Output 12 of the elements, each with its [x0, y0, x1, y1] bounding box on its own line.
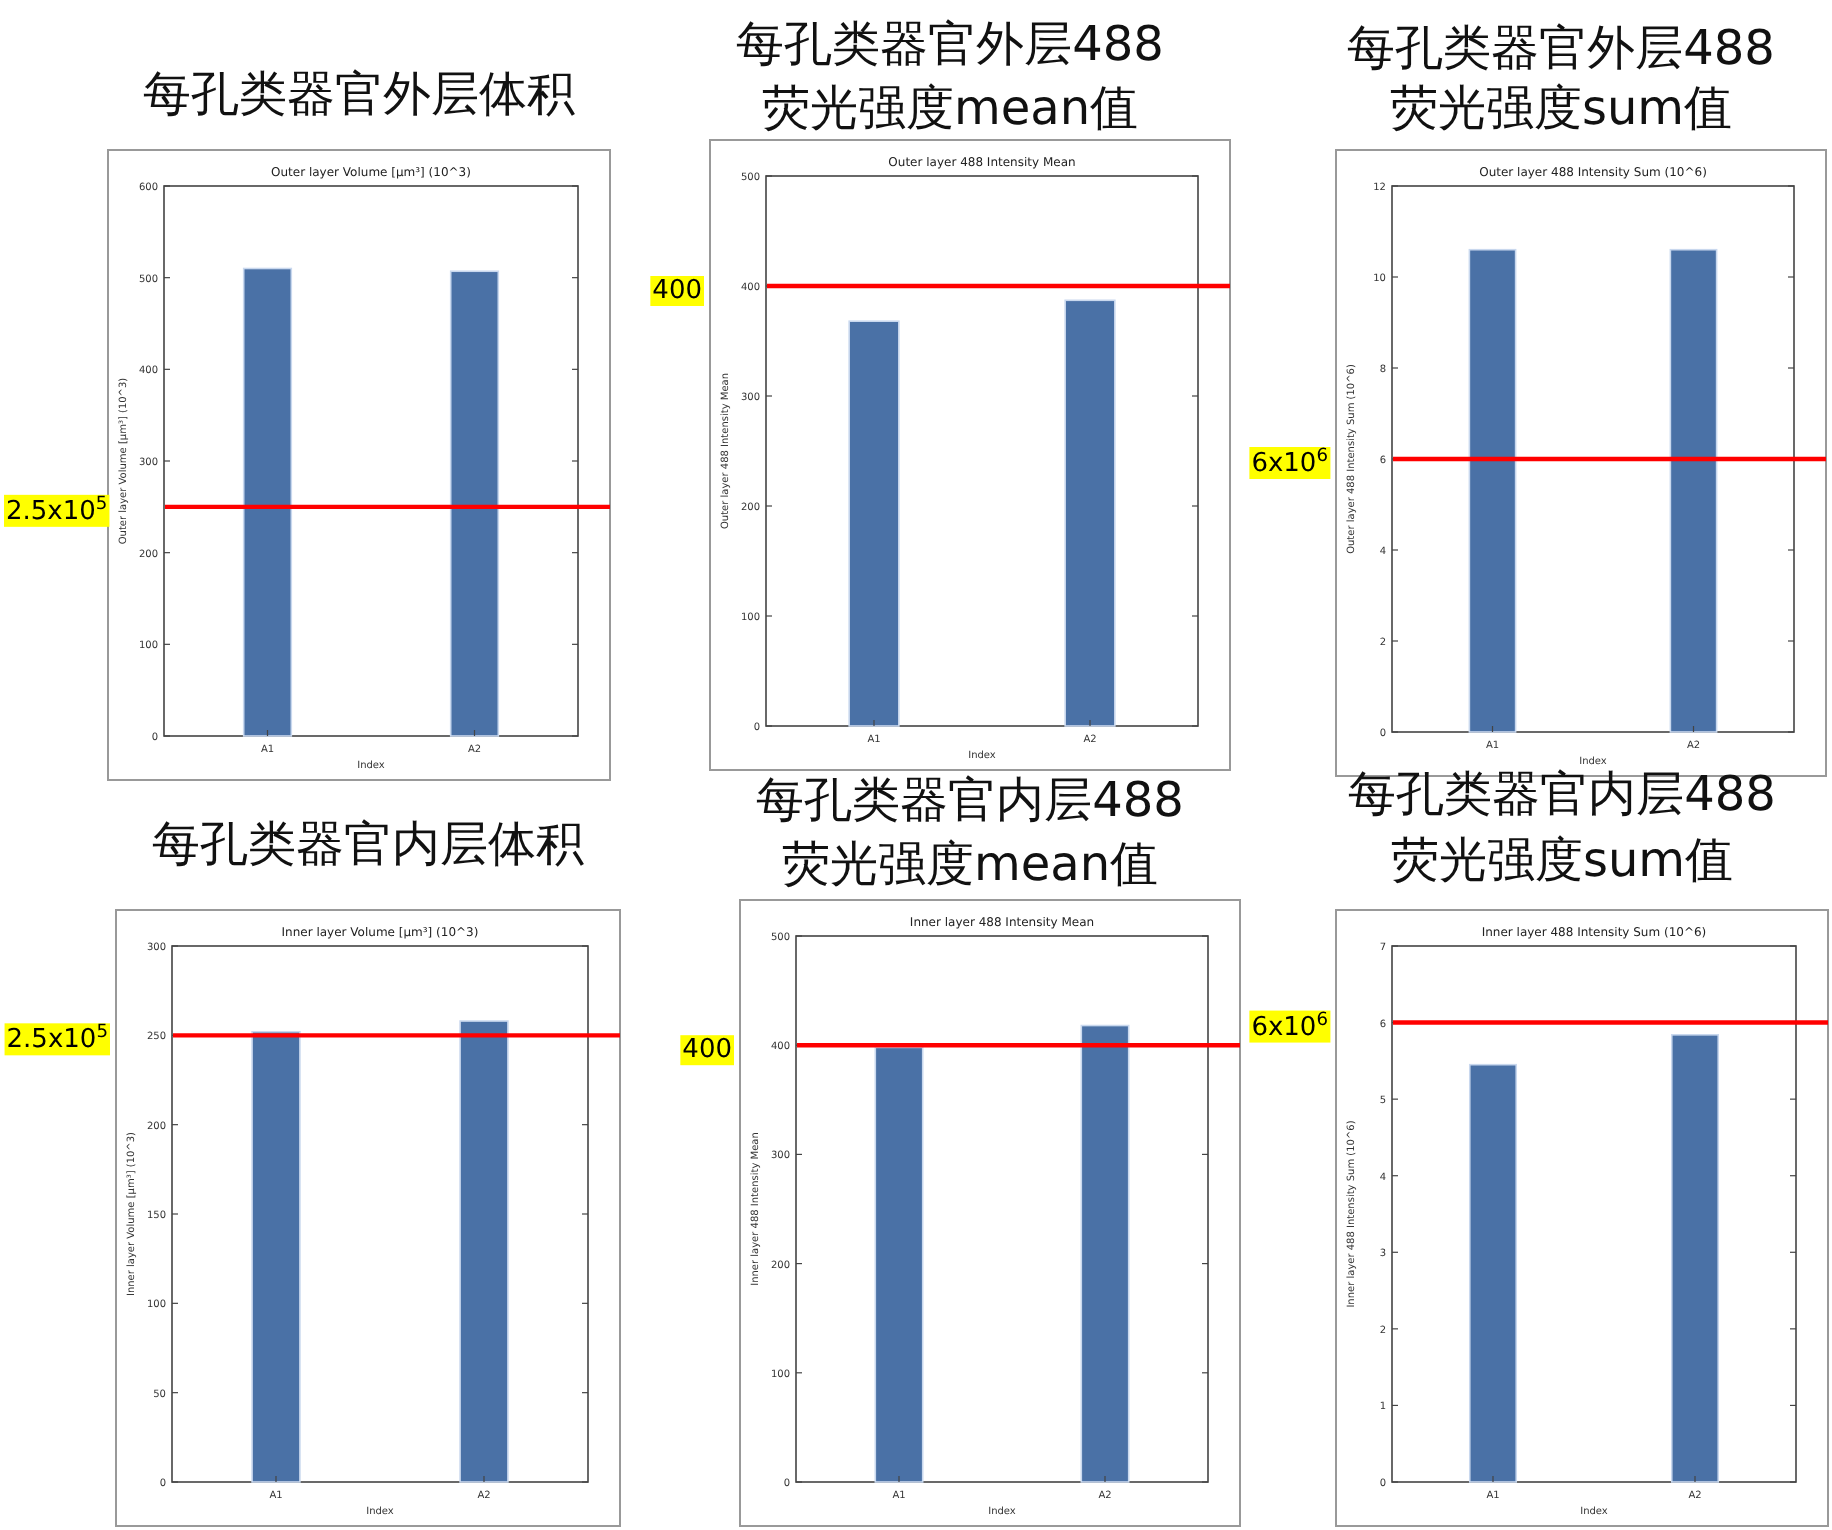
chart-title: 每孔类器官外层488 荧光强度mean值 [736, 16, 1164, 136]
ref-line-label: 400 [682, 1035, 732, 1066]
ref-line-label: 6x10$^{6}$ [1251, 447, 1329, 479]
chart-title: 每孔类器官外层体积 [143, 66, 575, 122]
chart-title: 每孔类器官内层体积 [152, 816, 584, 872]
ref-line-label: 2.5x10$^{5}$ [6, 1023, 108, 1056]
ref-line-label: 2.5x10$^{5}$ [6, 494, 108, 527]
ref-line-label: 400 [652, 276, 702, 306]
chart-title: 每孔类器官内层488 荧光强度sum值 [1348, 766, 1776, 888]
chart-title: 每孔类器官内层488 荧光强度mean值 [756, 772, 1184, 892]
chart-title: 每孔类器官外层488 荧光强度sum值 [1347, 20, 1775, 136]
ref-line-label: 6x10$^{6}$ [1251, 1010, 1329, 1043]
